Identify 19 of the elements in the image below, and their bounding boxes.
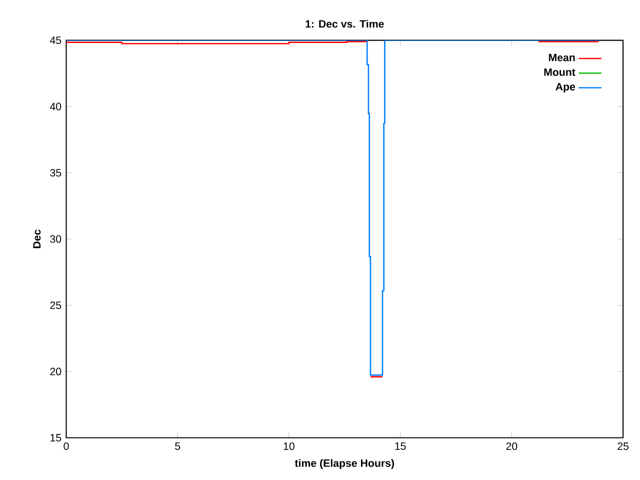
y-tick-label: 15 <box>50 434 62 442</box>
y-tick-label: 25 <box>50 302 62 310</box>
legend-label: Mean <box>548 54 575 62</box>
y-tick-label: 45 <box>50 36 62 44</box>
legend-label: Mount <box>544 68 576 76</box>
x-tick-label: 25 <box>618 442 628 450</box>
y-tick-label: 30 <box>50 235 62 243</box>
y-tick-label: 40 <box>50 102 62 110</box>
x-tick-label: 5 <box>175 442 180 450</box>
chart-title: 1: Dec vs. Time <box>306 20 384 28</box>
x-tick-label: 15 <box>395 442 406 450</box>
x-axis-title: time (Elapse Hours) <box>294 459 394 470</box>
y-tick-label: 35 <box>50 169 62 177</box>
y-axis-title: Dec <box>33 230 41 248</box>
x-tick-label: 0 <box>64 442 69 450</box>
legend-label: Ape <box>556 83 576 93</box>
y-tick-label: 20 <box>50 368 62 376</box>
x-tick-label: 10 <box>284 442 294 450</box>
x-tick-label: 20 <box>506 442 518 450</box>
